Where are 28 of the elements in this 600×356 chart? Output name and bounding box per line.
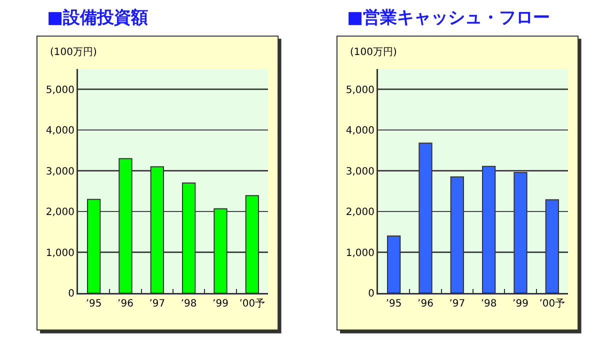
x-tick-label: ’96 bbox=[418, 298, 434, 310]
y-tick-label: 3,000 bbox=[46, 166, 74, 178]
x-tick-label: ’00予 bbox=[239, 298, 266, 310]
x-tick-label: ’98 bbox=[480, 298, 497, 310]
y-tick-label: 0 bbox=[68, 288, 74, 300]
x-tick-label: ’99 bbox=[512, 298, 528, 310]
y-tick-label: 1,000 bbox=[46, 248, 74, 259]
x-tick-label: ’96 bbox=[118, 298, 134, 310]
x-tick-label: ’99 bbox=[212, 298, 228, 310]
x-tick-label: ’95 bbox=[86, 298, 102, 310]
y-tick-label: 3,000 bbox=[346, 166, 374, 178]
y-tick-label: 2,000 bbox=[346, 207, 374, 218]
y-tick-label: 2,000 bbox=[46, 207, 74, 218]
y-tick-label: 5,000 bbox=[46, 84, 74, 96]
y-axis-title: (100万円) bbox=[50, 47, 97, 58]
chart-title: ■営業キャッシュ・フロー bbox=[347, 8, 550, 28]
y-tick-label: 5,000 bbox=[346, 84, 374, 96]
y-tick-label: 1,000 bbox=[346, 248, 374, 259]
x-tick-label: ’97 bbox=[449, 298, 466, 310]
chart-title: ■設備投資額 bbox=[47, 8, 148, 28]
x-tick-label: ’95 bbox=[386, 298, 402, 310]
y-tick-label: 4,000 bbox=[346, 126, 374, 137]
x-tick-label: ’97 bbox=[149, 298, 166, 310]
y-axis-title: (100万円) bbox=[350, 47, 397, 58]
x-tick-label: ’98 bbox=[180, 298, 197, 310]
x-tick-label: ’00予 bbox=[539, 298, 566, 310]
y-tick-label: 4,000 bbox=[46, 126, 74, 137]
y-tick-label: 0 bbox=[368, 288, 374, 300]
